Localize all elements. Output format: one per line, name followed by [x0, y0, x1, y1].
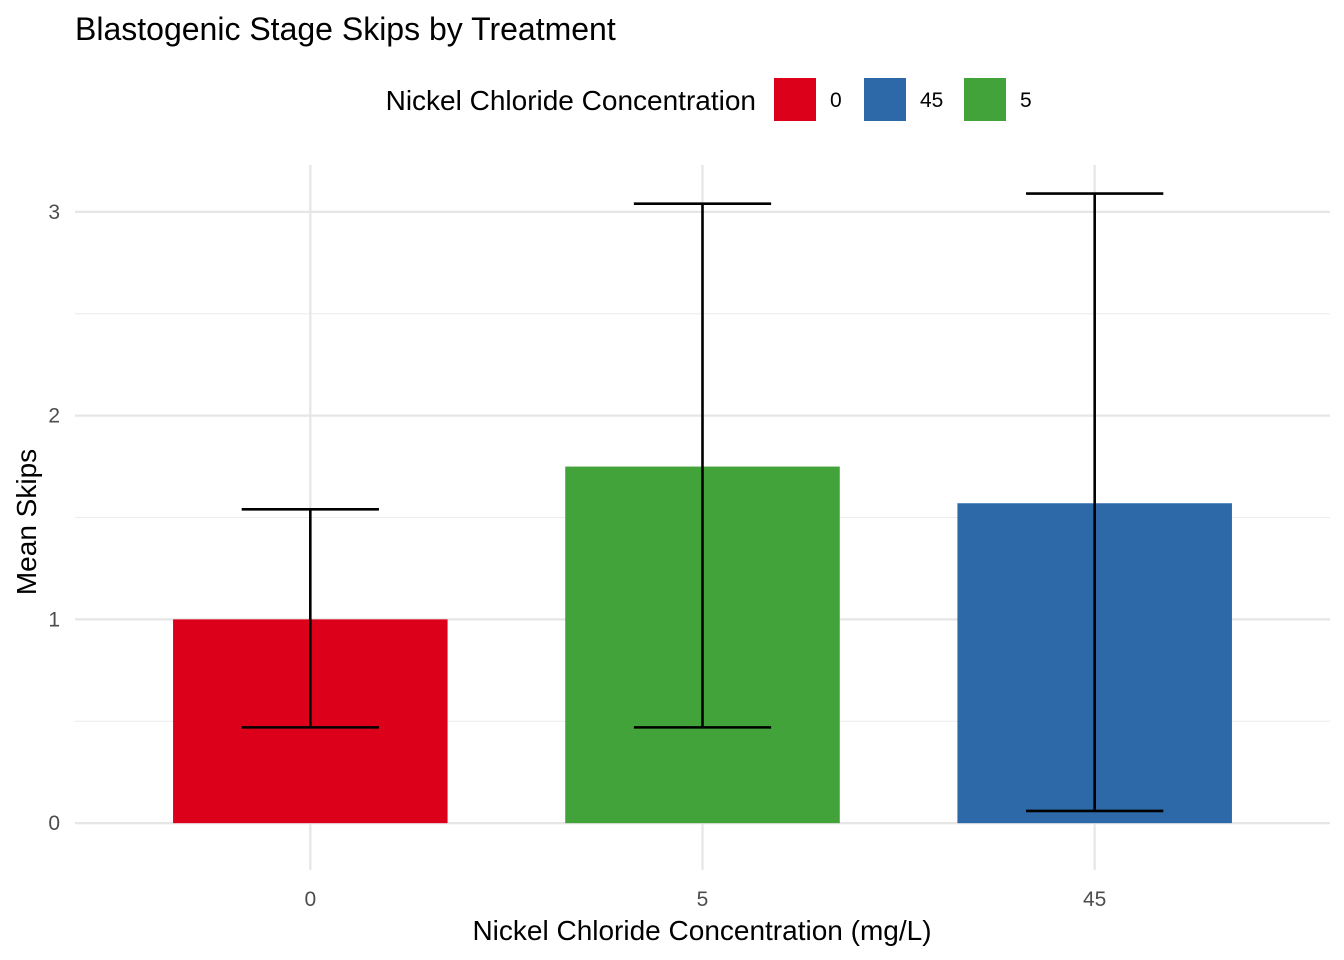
y-tick-label: 3	[48, 201, 60, 224]
x-axis-title: Nickel Chloride Concentration (mg/L)	[472, 915, 931, 946]
plot-area: 0 1 2 3 0 5 45	[48, 165, 1330, 911]
error-bar-45	[1026, 192, 1164, 813]
y-tick-label: 1	[48, 608, 60, 631]
x-tick-label: 0	[304, 888, 316, 911]
error-bar-5	[633, 202, 772, 729]
x-tick-label: 45	[1083, 888, 1106, 911]
legend: Nickel Chloride Concentration 0 45 5	[386, 78, 1032, 121]
legend-entry-5: 5	[964, 78, 1032, 121]
legend-entries: 0 45 5	[774, 78, 1032, 121]
x-tick-label: 5	[697, 888, 709, 911]
y-axis-ticks: 0 1 2 3	[48, 201, 60, 835]
y-tick-label: 2	[48, 405, 60, 428]
legend-entry-label: 45	[920, 89, 943, 112]
y-axis-title: Mean Skips	[11, 449, 42, 595]
legend-title: Nickel Chloride Concentration	[386, 85, 756, 116]
legend-entry-label: 5	[1020, 89, 1032, 112]
legend-entry-0: 0	[774, 78, 842, 121]
legend-entry-45: 45	[864, 78, 943, 121]
chart-title: Blastogenic Stage Skips by Treatment	[75, 11, 616, 47]
x-axis-ticks: 0 5 45	[304, 888, 1106, 911]
error-bar-0	[241, 508, 379, 729]
legend-key-swatch	[864, 78, 906, 121]
y-tick-label: 0	[48, 812, 60, 835]
error-bars	[241, 192, 1164, 813]
legend-entry-label: 0	[830, 89, 842, 112]
legend-key-swatch	[774, 78, 816, 121]
legend-key-swatch	[964, 78, 1006, 121]
